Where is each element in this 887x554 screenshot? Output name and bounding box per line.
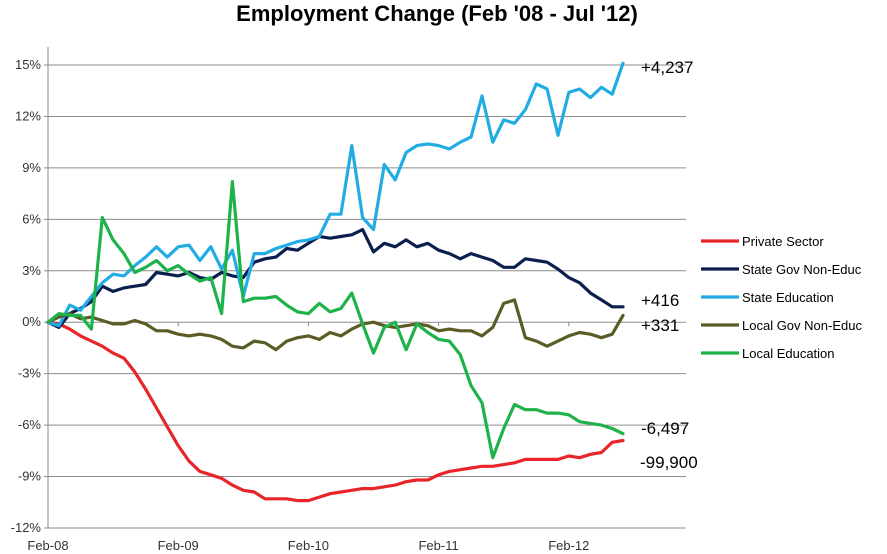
y-tick-label: -9% xyxy=(18,469,42,484)
series-line-state-education xyxy=(46,61,625,328)
end-label-local-gov-non-educ: +331 xyxy=(641,316,679,335)
legend-entry: Local Gov Non-Educ xyxy=(742,318,862,333)
legend: Private Sector State Gov Non-Educ State Ed… xyxy=(701,234,862,361)
end-value-labels: -99,900 +416 +4,237 +331 -6,497 xyxy=(640,58,698,472)
x-tick-label: Feb-10 xyxy=(288,538,329,553)
legend-entry: State Education xyxy=(742,290,834,305)
series-lines xyxy=(46,61,625,503)
x-tick-label: Feb-08 xyxy=(27,538,68,553)
chart-title: Employment Change (Feb '08 - Jul '12) xyxy=(236,1,638,26)
end-label-local-education: -6,497 xyxy=(641,419,689,438)
y-tick-label: -12% xyxy=(11,520,42,535)
y-tick-label: -3% xyxy=(18,366,42,381)
x-tick-label: Feb-09 xyxy=(158,538,199,553)
y-tick-label: 12% xyxy=(15,108,41,123)
legend-entry: Local Education xyxy=(742,346,835,361)
x-axis: Feb-08 Feb-09 Feb-10 Feb-11 Feb-12 xyxy=(27,322,686,553)
gridlines xyxy=(48,64,686,478)
y-tick-label: 3% xyxy=(22,263,41,278)
end-label-state-education: +4,237 xyxy=(641,58,693,77)
x-tick-label: Feb-11 xyxy=(418,538,458,553)
end-label-state-gov-non-educ: +416 xyxy=(641,291,679,310)
x-tick-label: Feb-12 xyxy=(548,538,589,553)
series-line-local-gov-non-educ xyxy=(46,298,625,352)
y-tick-label: 9% xyxy=(22,160,41,175)
y-tick-label: 0% xyxy=(22,314,41,329)
series-line-private-sector xyxy=(46,320,625,503)
y-tick-label: -6% xyxy=(18,417,42,432)
y-tick-label: 6% xyxy=(22,211,41,226)
series-line-local-education xyxy=(46,180,625,460)
legend-entry: State Gov Non-Educ xyxy=(742,262,862,277)
y-axis: -12% -9% -6% -3% 0% 3% 6% 9% 12% 15% xyxy=(11,47,49,535)
end-label-private-sector: -99,900 xyxy=(640,453,698,472)
legend-entry: Private Sector xyxy=(742,234,824,249)
series-line-state-gov-non-educ xyxy=(46,228,625,329)
y-tick-label: 15% xyxy=(15,57,41,72)
